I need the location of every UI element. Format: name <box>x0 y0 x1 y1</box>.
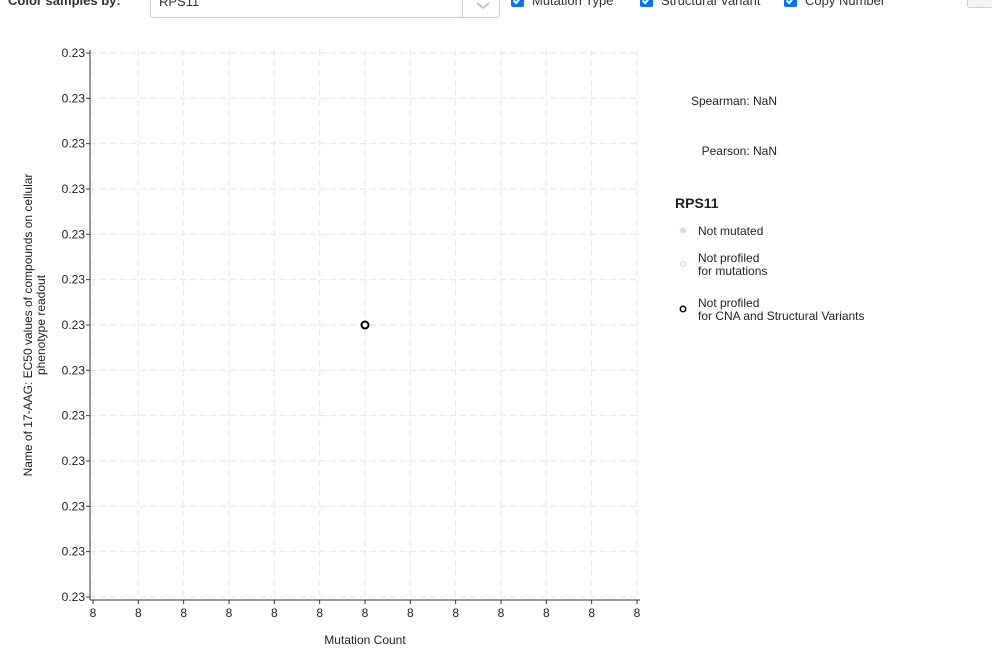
x-tick-label: 8 <box>498 606 505 620</box>
y-tick-label: 0.23 <box>62 409 86 423</box>
x-tick-label: 8 <box>634 606 641 620</box>
color-by-label: Color samples by: <box>8 0 121 8</box>
x-tick-label: 8 <box>271 606 278 620</box>
x-axis-label: Mutation Count <box>324 633 406 647</box>
x-tick-label: 8 <box>407 606 414 620</box>
x-tick-label: 8 <box>90 606 97 620</box>
stat: Spearman: NaN <box>691 94 777 108</box>
x-tick-label: 8 <box>180 606 187 620</box>
y-tick-label: 0.23 <box>62 363 86 377</box>
legend-marker <box>680 261 686 267</box>
y-tick-label: 0.23 <box>62 318 86 332</box>
checkbox-label: Copy Number <box>805 0 886 8</box>
y-tick-label: 0.23 <box>62 454 86 468</box>
legend-label: for mutations <box>698 264 767 278</box>
y-tick-label: 0.23 <box>62 590 86 604</box>
x-tick-label: 8 <box>452 606 459 620</box>
y-tick-label: 0.23 <box>62 46 86 60</box>
legend-label: Not profiled <box>698 251 759 265</box>
x-tick-label: 8 <box>543 606 550 620</box>
checkbox[interactable] <box>640 0 653 7</box>
checkbox-label: Mutation Type <box>532 0 614 8</box>
y-tick-label: 0.23 <box>62 499 86 513</box>
checkbox-label: Structural Variant <box>661 0 761 8</box>
select-divider <box>462 0 463 17</box>
y-tick-label: 0.23 <box>62 273 86 287</box>
x-tick-label: 8 <box>316 606 323 620</box>
select-value: RPS11 <box>159 0 200 9</box>
legend-label: for CNA and Structural Variants <box>698 309 865 323</box>
select[interactable]: RPS11 <box>150 0 500 18</box>
legend-title: RPS11 <box>675 195 719 211</box>
chevron <box>476 2 490 9</box>
legend-label: Not profiled <box>698 296 759 310</box>
legend-label: Not mutated <box>698 224 763 238</box>
stat: Pearson: NaN <box>702 144 777 158</box>
checkbox[interactable] <box>784 0 797 7</box>
point <box>360 320 370 330</box>
x-tick-label: 8 <box>135 606 142 620</box>
legend-marker <box>679 305 687 313</box>
checkbox[interactable] <box>511 0 524 7</box>
y-tick-label: 0.23 <box>62 227 86 241</box>
y-axis-label: Name of 17-AAG: EC50 values of compounds… <box>21 174 35 477</box>
x-tick-label: 8 <box>588 606 595 620</box>
button[interactable] <box>967 0 992 8</box>
x-tick-label: 8 <box>362 606 369 620</box>
y-tick-label: 0.23 <box>62 182 86 196</box>
legend-marker <box>680 227 686 234</box>
y-tick-label: 0.23 <box>62 545 86 559</box>
y-tick-label: 0.23 <box>62 91 86 105</box>
y-axis-label: phenotype readout <box>34 274 48 375</box>
y-tick-label: 0.23 <box>62 137 86 151</box>
x-tick-label: 8 <box>226 606 233 620</box>
